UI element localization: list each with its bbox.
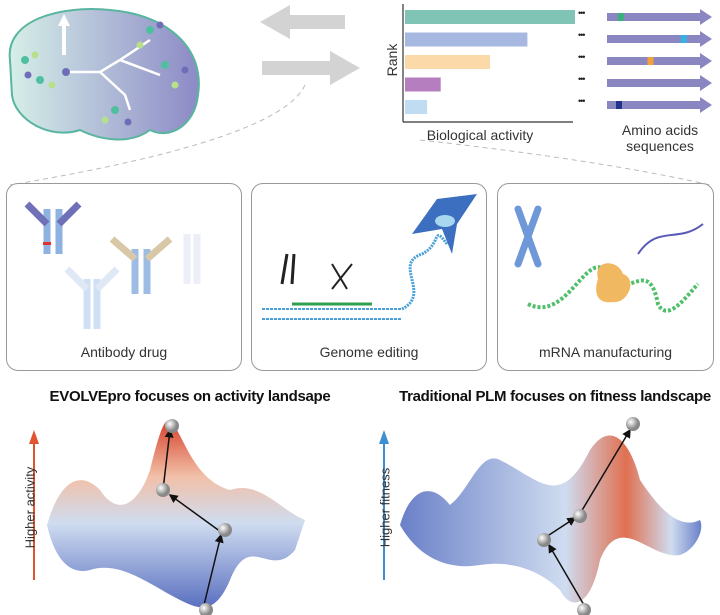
sequence-arrow [607,97,712,113]
dashed-connectors [9,84,711,186]
landscape-title-plm: Traditional PLM focuses on fitness lands… [399,388,711,405]
brain-network-illustration [8,8,200,141]
antibody-illustration [24,201,201,329]
sequence-list [607,9,712,113]
higher-activity-label: Higher activity [22,466,38,549]
activity-landscape-surface [47,420,305,608]
landscape-illustrations [29,417,702,615]
rank-bar-chart [402,4,575,123]
sequence-arrow [607,53,712,69]
mutation-mark [616,101,622,109]
landscape-title-evolvepro: EVOLVEpro focuses on activity landsape [49,388,331,405]
rank-label: Rank [384,43,400,77]
activity-bar [405,10,575,24]
panel-mrna-manufacturing: mRNA manufacturing [497,183,714,371]
cycle-arrows [260,5,360,85]
arrow-right-icon [262,51,360,85]
ellipsis: ••• [578,74,586,84]
higher-fitness-label: Higher fitness [377,467,393,548]
activity-bar [405,100,428,114]
activity-bar [405,55,490,69]
sequence-arrow [607,31,712,47]
mutation-mark [680,35,687,43]
ellipsis: ••• [578,52,586,62]
sequence-arrow [607,75,712,91]
panel-label: Antibody drug [80,344,168,360]
ellipsis: ••• [578,30,586,40]
panel-genome-editing: Genome editing [251,183,487,371]
fitness-landscape-surface [400,435,702,603]
mrna-illustration [514,205,704,313]
activity-bar [405,77,441,92]
arrow-left-icon [260,5,345,39]
mutation-mark [647,57,654,65]
activity-label: Biological activity [426,127,534,143]
panel-label: Genome editing [319,344,419,360]
ellipsis: ••• [578,8,586,18]
activity-bar [405,32,528,47]
genome-editing-illustration [262,194,477,320]
sequences-label: Amino acids sequences [621,122,699,154]
panel-antibody-drug: Antibody drug [6,183,242,371]
ellipsis: ••• [578,96,586,106]
path-balls [156,417,640,615]
sequence-arrow [607,9,712,25]
mutation-mark [617,13,624,21]
panel-label: mRNA manufacturing [538,344,673,360]
